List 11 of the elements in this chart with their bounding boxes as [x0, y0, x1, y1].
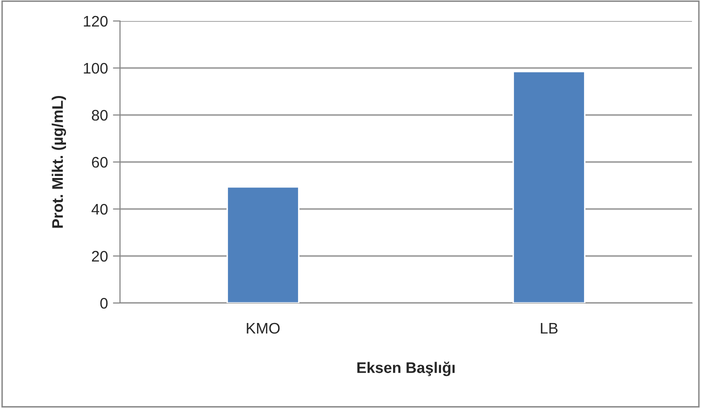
y-tick-label: 120: [84, 16, 108, 27]
y-tick-label: 100: [84, 62, 108, 74]
y-tick-label: 60: [92, 156, 108, 168]
y-tick-label: 0: [100, 298, 108, 309]
y-tick-label: 40: [92, 204, 108, 215]
y-tick-label: 80: [92, 110, 108, 121]
y-tick-label: 20: [92, 250, 108, 262]
x-axis-title: Eksen Başlığı: [357, 362, 455, 376]
x-tick-label: KMO: [246, 322, 280, 334]
y-axis-title: Prot. Mikt. (µg/mL): [52, 96, 66, 228]
x-tick-label: LB: [540, 323, 558, 334]
